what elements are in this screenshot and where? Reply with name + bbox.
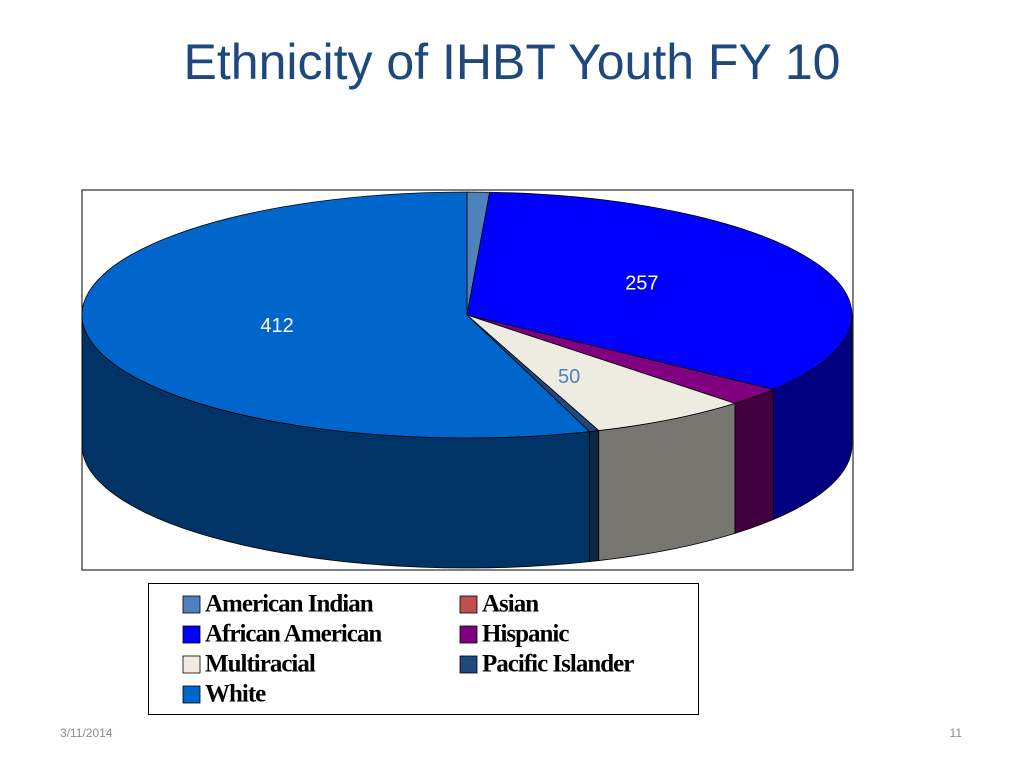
legend-label: White: [205, 681, 266, 708]
page-number: 11: [950, 726, 963, 740]
pie-slice: [81, 191, 591, 439]
pie-side: [589, 430, 600, 563]
footer-date: 3/11/2014: [60, 726, 113, 740]
data-label: 257: [625, 272, 658, 294]
legend-swatch: [182, 655, 201, 674]
legend-label: Asian: [482, 591, 539, 618]
legend-label: African American: [205, 621, 382, 648]
legend-label: Multiracial: [205, 651, 316, 678]
legend-swatch: [182, 685, 201, 704]
legend-label: Pacific Islander: [482, 651, 634, 678]
legend-swatch: [459, 625, 478, 644]
data-label: 412: [260, 315, 293, 337]
pie-slice: [466, 191, 853, 390]
data-label: 50: [558, 366, 580, 388]
legend-swatch: [459, 595, 478, 614]
legend-box: [148, 583, 699, 715]
pie-side: [734, 388, 774, 534]
legend-swatch: [182, 625, 201, 644]
pie-slice: [466, 314, 737, 431]
legend-swatch: [182, 595, 201, 614]
legend-swatch: [459, 655, 478, 674]
legend-label: American Indian: [205, 591, 374, 618]
chart-title: Ethnicity of IHBT Youth FY 10: [184, 34, 841, 90]
legend-label: Hispanic: [482, 621, 569, 648]
